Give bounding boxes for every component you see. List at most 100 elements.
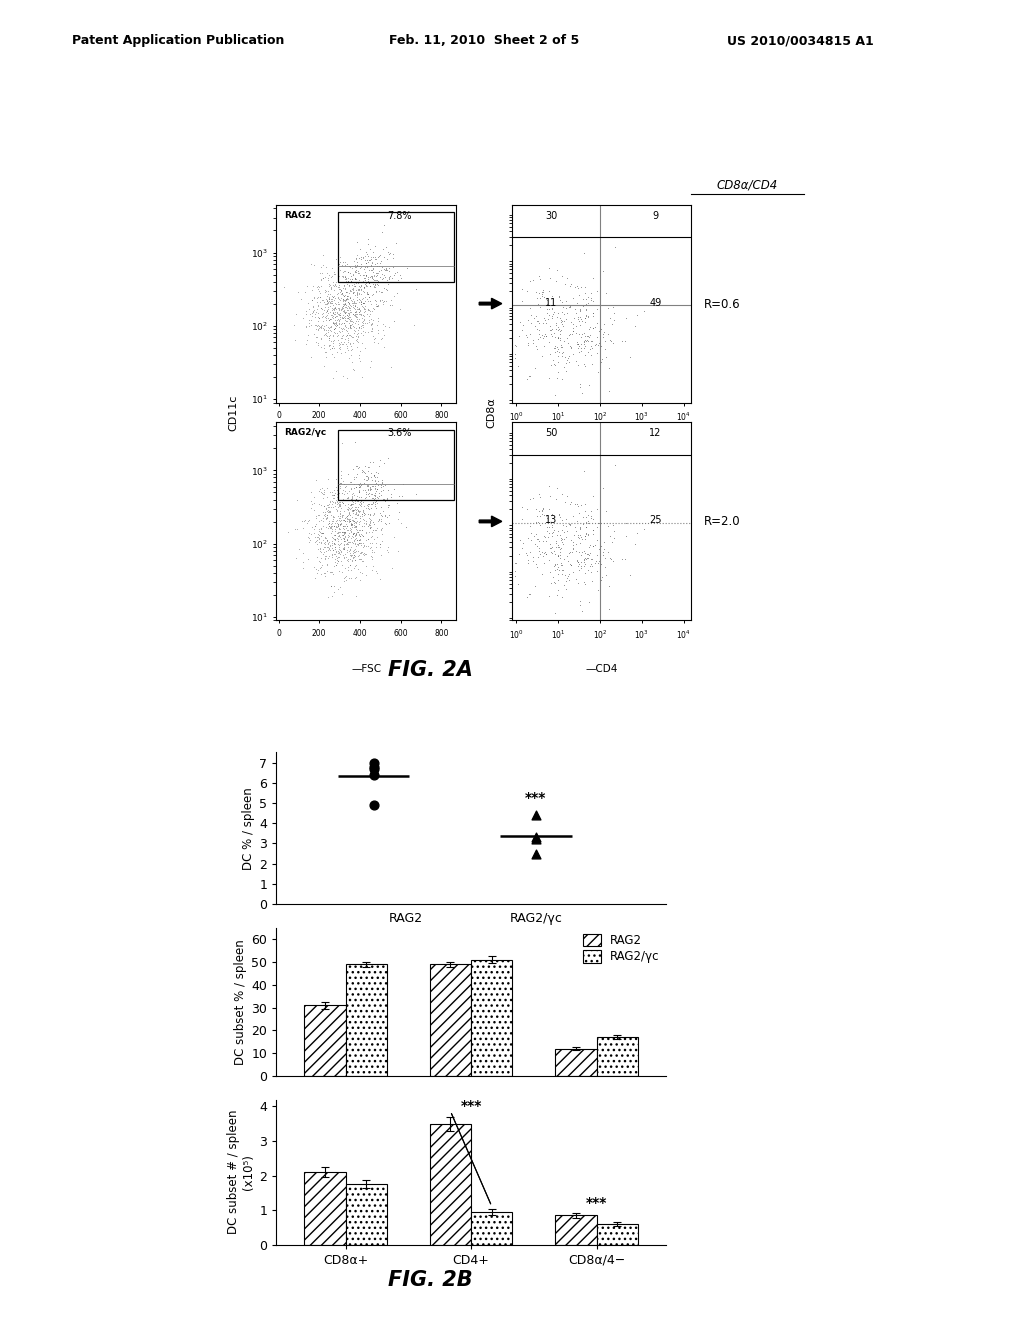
Point — [348, 463, 365, 484]
Point — [348, 261, 365, 282]
Point — [559, 486, 575, 507]
Point — [334, 334, 350, 355]
Point — [334, 524, 350, 545]
Point — [298, 330, 314, 351]
Point — [385, 285, 401, 306]
Point — [327, 532, 343, 553]
Point — [362, 517, 379, 539]
Point — [356, 488, 373, 510]
Point — [302, 304, 318, 325]
Point — [326, 479, 342, 500]
Point — [338, 507, 354, 528]
Point — [371, 484, 387, 506]
Text: RAG2/γc: RAG2/γc — [284, 428, 326, 437]
Point — [340, 494, 356, 515]
Point — [345, 474, 361, 495]
Point — [353, 486, 370, 507]
Point — [355, 525, 372, 546]
Point — [575, 330, 592, 351]
Point — [319, 495, 336, 516]
Point — [342, 488, 358, 510]
Point — [325, 564, 341, 585]
Point — [315, 532, 332, 553]
Point — [364, 267, 380, 288]
Point — [345, 532, 361, 553]
Point — [336, 528, 352, 549]
Point — [311, 280, 328, 301]
Point — [358, 510, 375, 531]
Point — [373, 504, 389, 525]
Point — [350, 269, 367, 290]
Point — [364, 317, 380, 338]
Point — [554, 315, 570, 337]
Point — [370, 294, 386, 315]
Point — [527, 829, 544, 850]
Point — [351, 301, 368, 322]
Point — [564, 317, 581, 338]
Point — [549, 558, 565, 579]
Point — [326, 487, 342, 508]
Point — [310, 528, 327, 549]
Point — [326, 484, 342, 506]
Point — [519, 586, 536, 607]
Point — [360, 251, 377, 272]
Point — [342, 317, 358, 338]
Point — [541, 549, 557, 570]
Point — [521, 583, 538, 605]
Point — [324, 586, 340, 607]
Point — [324, 337, 340, 358]
Point — [331, 275, 347, 296]
Point — [378, 260, 394, 281]
Point — [341, 281, 357, 302]
Point — [555, 521, 571, 543]
Point — [366, 764, 382, 785]
Point — [339, 285, 355, 306]
Point — [553, 319, 569, 341]
Point — [328, 521, 344, 543]
Point — [536, 553, 552, 574]
Point — [562, 494, 579, 515]
Point — [373, 519, 389, 540]
Point — [332, 533, 348, 554]
Point — [327, 544, 343, 565]
Point — [594, 478, 610, 499]
Point — [345, 294, 361, 315]
Point — [606, 236, 623, 257]
Point — [356, 503, 373, 524]
Point — [351, 480, 368, 502]
Point — [578, 300, 594, 321]
Point — [575, 541, 592, 562]
Point — [563, 491, 580, 512]
Point — [381, 243, 397, 264]
Point — [374, 222, 390, 243]
Point — [317, 503, 334, 524]
Point — [360, 305, 377, 326]
Point — [543, 573, 559, 594]
Point — [331, 536, 347, 557]
Point — [353, 503, 370, 524]
Point — [353, 246, 370, 267]
Point — [347, 305, 364, 326]
Point — [345, 322, 361, 343]
Point — [331, 317, 347, 338]
Point — [361, 517, 378, 539]
Point — [341, 282, 357, 304]
Point — [539, 508, 555, 529]
Point — [379, 488, 395, 510]
Point — [335, 261, 351, 282]
Point — [323, 309, 339, 330]
Point — [312, 256, 329, 277]
Point — [318, 498, 335, 519]
Point — [312, 276, 329, 297]
Point — [339, 321, 355, 342]
Point — [330, 506, 346, 527]
Point — [345, 304, 361, 325]
Point — [332, 305, 348, 326]
Point — [534, 499, 550, 520]
Point — [554, 560, 570, 581]
Point — [331, 490, 347, 511]
Point — [327, 549, 343, 570]
Point — [327, 519, 343, 540]
Point — [325, 302, 341, 323]
Point — [337, 314, 353, 335]
